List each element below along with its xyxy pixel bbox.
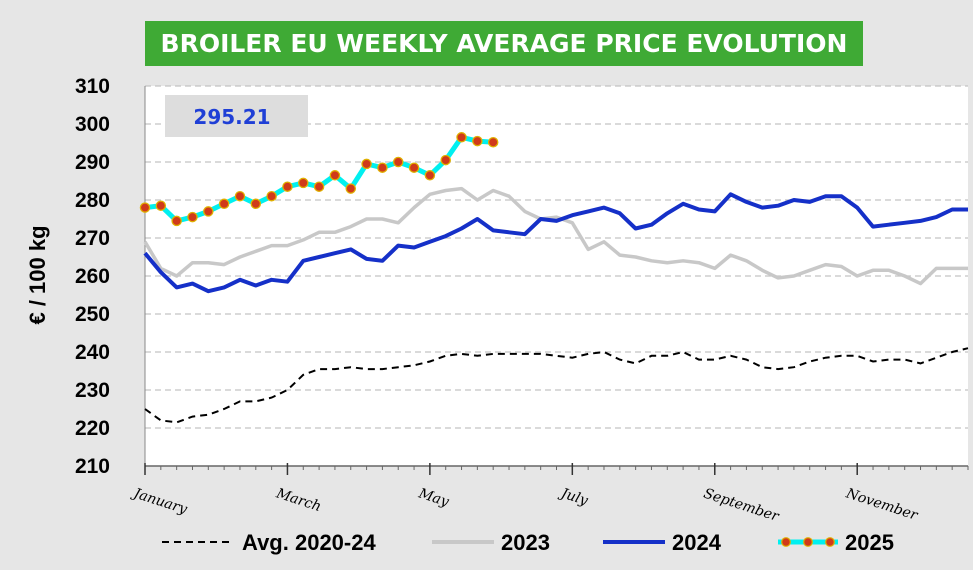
y-tick-label-280: 280 (75, 189, 110, 212)
x-tick-label-july: July (556, 485, 591, 510)
x-tick-label-march: March (273, 485, 323, 515)
gridlines (145, 85, 968, 429)
y-tick-label-260: 260 (75, 265, 110, 288)
legend-marker-2025 (825, 537, 835, 547)
chart-title: BROILER EU WEEKLY AVERAGE PRICE EVOLUTIO… (161, 29, 848, 58)
series-2025-point (487, 136, 499, 148)
x-tick-label-november: November (843, 485, 921, 524)
y-tick-label-220: 220 (75, 417, 110, 440)
series-2025-point (456, 132, 467, 143)
y-tick-labels: 210 220 230 240 250 260 270 280 290 300 310 (75, 75, 110, 478)
legend-label-2023: 2023 (501, 530, 550, 555)
series-2025-point (298, 177, 309, 189)
legend-marker-2025 (781, 537, 791, 547)
series-2025-point (203, 206, 214, 217)
series-lines (139, 132, 969, 424)
series-2025-point (440, 154, 451, 166)
latest-value-text: 295.21 (193, 105, 270, 129)
series-2025-point (424, 170, 436, 181)
y-tick-label-240: 240 (75, 341, 110, 364)
series-2025-point (234, 190, 246, 202)
series-2025-point (472, 135, 483, 147)
series-2025-point (155, 200, 167, 211)
x-tick-labels: January March May July September November (129, 485, 921, 526)
x-tick-label-may: May (416, 485, 452, 510)
series-2023-line (143, 186, 968, 286)
title-banner (145, 21, 863, 66)
series-2025-point (408, 162, 420, 173)
legend-label-2025: 2025 (845, 530, 894, 555)
series-2025-point (377, 162, 388, 173)
series-2025-point (266, 190, 277, 202)
series-2025-point (171, 215, 182, 227)
legend-label-2024: 2024 (672, 530, 722, 555)
y-tick-label-250: 250 (75, 303, 110, 326)
series-avg-line (144, 347, 969, 424)
y-tick-label-270: 270 (75, 227, 110, 250)
legend: Avg. 2020-24 2023 2024 2025 (162, 530, 894, 555)
y-tick-label-210: 210 (75, 455, 110, 478)
series-2025-point (361, 158, 372, 170)
series-2025-point (139, 202, 151, 213)
series-2025-point (392, 156, 404, 168)
y-tick-label-300: 300 (75, 113, 110, 136)
series-2025-point (250, 198, 262, 210)
legend-marker-2025 (803, 537, 813, 547)
series-2025-point (345, 183, 356, 194)
x-tick-label-january: January (129, 485, 190, 518)
series-2025-point (329, 170, 341, 181)
series-2025-point (218, 198, 230, 210)
y-axis-label: € / 100 kg (25, 225, 50, 324)
latest-value-callout (165, 95, 308, 137)
series-2025-point (282, 181, 293, 192)
y-tick-label-230: 230 (75, 379, 110, 402)
legend-label-avg-2020-24: Avg. 2020-24 (242, 530, 376, 555)
series-2025-point (187, 211, 198, 223)
y-tick-label-310: 310 (75, 75, 110, 98)
x-tick-label-september: September (702, 486, 782, 526)
series-2025-point (313, 181, 325, 192)
y-tick-label-290: 290 (75, 151, 110, 174)
axes (144, 86, 969, 475)
series-2024-line (143, 192, 968, 294)
